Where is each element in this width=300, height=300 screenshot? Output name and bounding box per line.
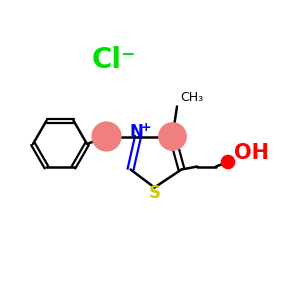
Circle shape (92, 122, 121, 151)
Text: N: N (130, 123, 143, 141)
Text: +: + (140, 121, 151, 134)
Circle shape (221, 155, 235, 169)
Circle shape (159, 123, 186, 150)
Text: CH₃: CH₃ (180, 91, 203, 104)
Text: OH: OH (234, 143, 269, 163)
Text: S: S (148, 184, 160, 202)
Text: Cl⁻: Cl⁻ (92, 46, 136, 74)
